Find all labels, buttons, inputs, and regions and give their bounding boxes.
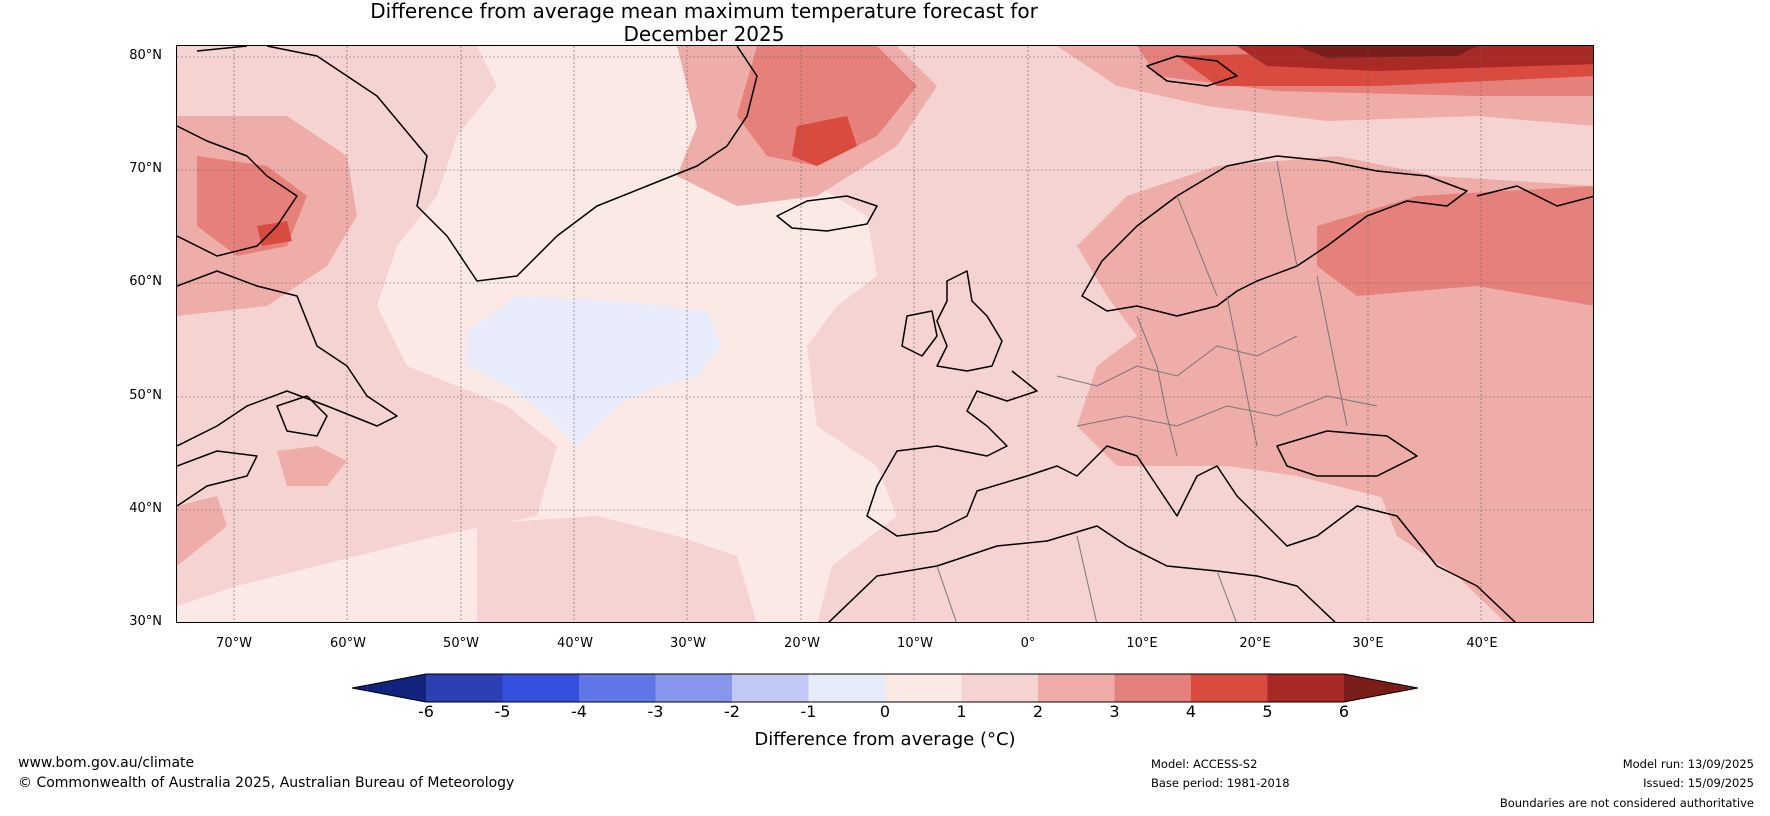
coast-africa-north xyxy=(828,525,1336,622)
lon-label-30w: 30°W xyxy=(670,636,706,651)
lon-label-30e: 30°E xyxy=(1352,636,1384,651)
band-2-3-eastmed xyxy=(1377,486,1593,622)
colorbar xyxy=(352,673,1418,703)
colorbar-tick-label: -3 xyxy=(647,702,664,721)
colorbar-extend-high xyxy=(1344,674,1418,702)
border-europe-2 xyxy=(1076,395,1378,427)
colorbar-tick-label: -2 xyxy=(724,702,740,721)
band-6-plus-barents xyxy=(1297,46,1477,58)
coast-iceland xyxy=(776,195,878,232)
colorbar-segment xyxy=(579,674,656,702)
colorbar-tick-label: 1 xyxy=(956,702,967,721)
border-europe-4 xyxy=(1226,295,1258,447)
colorbar-tick-label: 5 xyxy=(1262,702,1273,721)
coast-svalbard xyxy=(1146,55,1238,87)
graticule xyxy=(177,46,1593,622)
coast-europe-south xyxy=(866,370,1516,622)
anomaly-shading xyxy=(177,46,1593,622)
colorbar-segment xyxy=(655,674,732,702)
lat-label-40: 40°N xyxy=(129,501,162,516)
footer-copyright: © Commonwealth of Australia 2025, Austra… xyxy=(18,775,515,791)
lon-label-70w: 70°W xyxy=(216,636,252,651)
coast-labrador xyxy=(177,270,398,447)
lon-label-0: 0° xyxy=(1020,636,1036,651)
lon-label-40e: 40°E xyxy=(1466,636,1498,651)
colorbar-tick-label: -1 xyxy=(800,702,817,721)
colorbar-tick-label: 3 xyxy=(1109,702,1120,721)
coast-baffin xyxy=(177,125,298,257)
colorbar-segment xyxy=(1114,674,1191,702)
coast-nova-scotia xyxy=(177,450,258,507)
coast-greenland xyxy=(196,46,758,282)
footer-disclaimer: Boundaries are not considered authoritat… xyxy=(1499,796,1754,810)
lon-label-50w: 50°W xyxy=(443,636,479,651)
colorbar-tick-label: 0 xyxy=(879,702,891,721)
coast-ireland xyxy=(901,310,938,357)
colorbar-tick-label: -5 xyxy=(494,702,511,721)
lon-label-60w: 60°W xyxy=(330,636,366,651)
border-europe-3 xyxy=(1136,315,1178,457)
footer-issued: Issued: 15/09/2025 xyxy=(1643,776,1754,790)
border-europe-1 xyxy=(1056,335,1298,387)
band-3-4-russia xyxy=(1317,186,1593,306)
band-neg1-0-atlantic xyxy=(467,296,722,446)
band-3-4-greenland-sea xyxy=(737,46,917,166)
coast-russian-arctic xyxy=(1476,185,1593,207)
coast-scandinavia xyxy=(1081,155,1468,317)
map-canvas xyxy=(177,46,1593,622)
coast-newfoundland xyxy=(276,395,328,437)
band-1-2-south xyxy=(477,516,757,622)
footer-website: www.bom.gov.au/climate xyxy=(18,755,195,771)
footer-base-period: Base period: 1981-2018 xyxy=(1151,776,1290,790)
colorbar-segment xyxy=(961,674,1038,702)
lat-label-50: 50°N xyxy=(129,388,162,403)
colorbar-segment xyxy=(808,674,885,702)
title-line-2: December 2025 xyxy=(623,22,785,46)
coast-black-sea xyxy=(1276,430,1418,477)
colorbar-label: Difference from average (°C) xyxy=(754,729,1016,750)
border-scand xyxy=(1176,160,1298,297)
colorbar-tick-label: 4 xyxy=(1185,702,1197,721)
title-line-1: Difference from average mean maximum tem… xyxy=(370,0,1038,23)
country-borders xyxy=(936,160,1378,622)
colorbar-segment xyxy=(1267,674,1344,702)
band-4-5-baffin xyxy=(257,221,292,246)
colorbar-outline xyxy=(352,673,1418,703)
coastlines xyxy=(177,46,1593,622)
colorbar-segment xyxy=(732,674,809,702)
colorbar-tick-label: -6 xyxy=(418,702,434,721)
colorbar-segment xyxy=(502,674,579,702)
footer-model-run: Model run: 13/09/2025 xyxy=(1622,757,1754,771)
band-2-3-southwest xyxy=(177,496,227,566)
lon-label-40w: 40°W xyxy=(557,636,593,651)
lon-label-20w: 20°W xyxy=(784,636,820,651)
colorbar-segment xyxy=(426,674,503,702)
colorbar-segment xyxy=(885,674,962,702)
colorbar-segment xyxy=(1191,674,1268,702)
map-panel xyxy=(176,45,1594,623)
lat-label-30: 30°N xyxy=(129,614,162,629)
chart-title: Difference from average mean maximum tem… xyxy=(0,0,1408,46)
lat-label-70: 70°N xyxy=(129,161,162,176)
footer-model: Model: ACCESS-S2 xyxy=(1151,757,1258,771)
lat-label-60: 60°N xyxy=(129,274,162,289)
lon-label-10w: 10°W xyxy=(897,636,933,651)
border-europe-5 xyxy=(1316,275,1348,427)
coast-great-britain xyxy=(936,270,1003,372)
colorbar-tick-label: -4 xyxy=(571,702,587,721)
colorbar-segment xyxy=(1038,674,1115,702)
lat-label-80: 80°N xyxy=(129,48,162,63)
border-africa xyxy=(936,535,1237,622)
band-4-5-greenland-sea xyxy=(792,116,857,166)
band-2-3-newfoundland xyxy=(277,446,347,486)
colorbar-tick-label: 6 xyxy=(1338,702,1350,721)
colorbar-extend-low xyxy=(352,674,426,702)
lon-label-20e: 20°E xyxy=(1239,636,1271,651)
colorbar-tick-label: 2 xyxy=(1032,702,1044,721)
lon-label-10e: 10°E xyxy=(1126,636,1158,651)
